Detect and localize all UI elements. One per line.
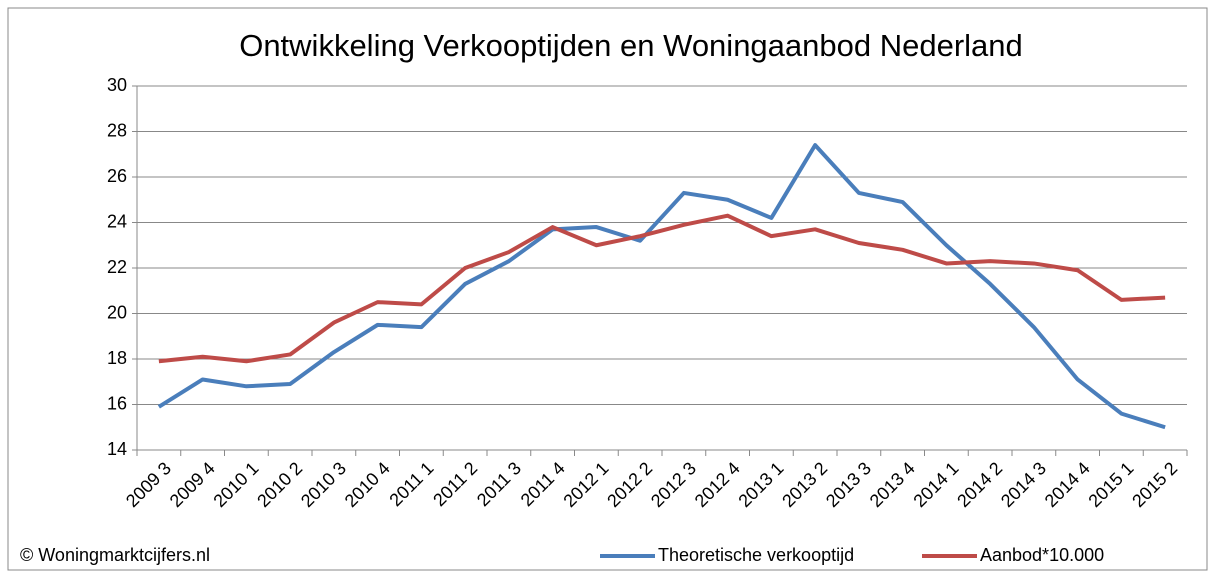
y-tick-label: 20 <box>107 302 127 322</box>
series-line <box>157 143 1166 430</box>
chart-title: Ontwikkeling Verkooptijden en Woningaanb… <box>239 28 1023 63</box>
y-tick-label: 14 <box>107 439 127 459</box>
y-tick-label: 22 <box>107 257 127 277</box>
series-line <box>158 213 1166 364</box>
source: © Woningmarktcijfers.nl <box>20 545 210 565</box>
y-tick-label: 30 <box>107 75 127 95</box>
y-tick-label: 28 <box>107 120 127 140</box>
y-tick-label: 16 <box>107 393 127 413</box>
y-tick-label: 24 <box>107 211 127 231</box>
y-tick-label: 26 <box>107 166 127 186</box>
y-tick-label: 18 <box>107 348 127 368</box>
chart-frame <box>7 7 1208 571</box>
legend-label: Aanbod*10.000 <box>980 545 1104 565</box>
legend-label: Theoretische verkooptijd <box>658 545 854 565</box>
